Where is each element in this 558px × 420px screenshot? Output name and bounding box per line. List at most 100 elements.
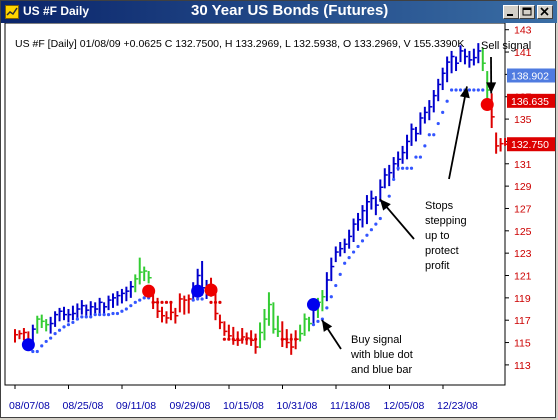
price-bar	[410, 123, 415, 146]
annotation-line: Sell signal	[481, 40, 531, 52]
stop-dot	[133, 300, 137, 304]
stop-dot	[245, 337, 249, 341]
arrowhead	[486, 82, 497, 94]
signal-markers	[21, 98, 494, 352]
price-bar	[40, 314, 45, 329]
stop-dot	[347, 256, 351, 260]
x-tick-label: 10/31/08	[277, 400, 318, 412]
price-bar	[223, 321, 228, 336]
stop-dot	[325, 306, 329, 310]
price-bar	[450, 50, 455, 74]
price-chart[interactable]: 1131151171191211231251271291311331351371…	[1, 23, 557, 419]
y-tick-label: 127	[514, 203, 532, 215]
stop-dot	[356, 244, 360, 249]
stop-dot	[338, 272, 342, 276]
stop-dot	[427, 133, 431, 137]
y-tick-label: 129	[514, 181, 532, 193]
stop-dot	[164, 300, 169, 304]
price-bar	[125, 286, 130, 302]
stop-dot	[481, 88, 485, 92]
price-bar	[383, 168, 388, 189]
stop-dot	[80, 315, 84, 319]
price-bar	[63, 306, 68, 321]
price-bar	[290, 333, 295, 355]
sell-signal-dot	[142, 284, 156, 298]
stop-dot	[222, 337, 226, 341]
stop-dot	[57, 328, 62, 332]
price-bar	[98, 297, 103, 314]
title-bar[interactable]: US #F Daily 30 Year US Bonds (Futures)	[1, 1, 557, 23]
y-tick-label: 141	[514, 47, 532, 59]
price-bar	[432, 90, 437, 113]
stop-dot	[432, 133, 436, 137]
annotation-line: Buy signal	[351, 334, 402, 346]
x-tick-label: 08/25/08	[63, 400, 104, 412]
price-label-text: 132.750	[511, 139, 549, 151]
stop-dot	[449, 88, 454, 92]
price-bar	[370, 190, 375, 210]
buy-signal-dot	[191, 284, 205, 298]
stop-dot	[191, 298, 195, 302]
arrowhead	[379, 199, 391, 211]
price-bar	[36, 315, 41, 334]
stop-dot	[387, 194, 391, 198]
annotation-arrow	[486, 56, 497, 94]
price-bar	[477, 43, 482, 64]
stop-dot	[227, 337, 231, 341]
price-label-box	[507, 137, 555, 152]
price-label-text: 136.635	[511, 96, 549, 108]
stop-dot	[209, 300, 213, 304]
stop-dot	[240, 337, 244, 341]
minimize-button[interactable]	[503, 5, 519, 19]
maximize-button[interactable]	[519, 5, 535, 19]
price-bar	[263, 309, 268, 341]
price-bar	[365, 195, 370, 225]
stop-dot	[249, 337, 253, 341]
stop-dot	[445, 99, 449, 103]
close-button[interactable]	[537, 5, 553, 19]
stop-dot	[418, 155, 423, 159]
price-label-box	[507, 68, 555, 83]
stop-dot	[374, 222, 378, 226]
stop-dot	[102, 313, 106, 317]
price-bar	[107, 295, 112, 311]
chart-app-icon[interactable]	[5, 5, 19, 19]
price-bar	[343, 238, 348, 254]
price-labels: 138.902 136.635 132.750	[507, 68, 555, 152]
stop-dot	[476, 88, 480, 92]
stop-dot	[40, 344, 44, 348]
price-bar	[22, 328, 27, 341]
price-bar	[214, 292, 219, 321]
annotation-text: Stops stepping up to protect profit	[425, 200, 467, 272]
price-bar	[441, 67, 446, 91]
stop-dot	[200, 297, 204, 301]
price-bar	[103, 302, 108, 314]
price-bar	[80, 300, 85, 315]
y-tick-label: 115	[514, 338, 531, 350]
stop-dot	[236, 337, 240, 341]
price-bar	[414, 126, 419, 142]
annotation-line: with blue dot	[350, 349, 413, 361]
price-bar	[455, 56, 460, 72]
price-bar	[419, 112, 424, 135]
price-bar	[392, 157, 397, 180]
price-bar	[116, 291, 121, 306]
stop-dot	[467, 88, 472, 92]
stop-dot	[414, 155, 418, 159]
stop-dot	[231, 337, 235, 341]
price-bar	[45, 319, 50, 332]
price-bar	[112, 293, 117, 308]
stop-dot	[458, 88, 463, 92]
price-bar	[299, 324, 304, 342]
price-label-box	[507, 93, 555, 108]
price-bar	[18, 330, 23, 340]
arrowhead	[459, 86, 470, 99]
price-bar	[481, 47, 486, 72]
price-bar	[120, 288, 125, 304]
stop-dot	[93, 313, 97, 317]
price-bar	[71, 305, 76, 321]
annotation-text: Buy signal with blue dot and blue bar	[350, 334, 413, 376]
stop-dot	[436, 121, 440, 126]
annotation-line: up to	[425, 230, 449, 242]
